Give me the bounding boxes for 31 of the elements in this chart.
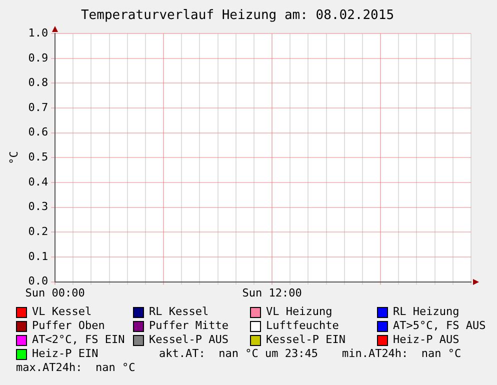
text: akt.AT: nan °C um 23:45 (159, 347, 318, 361)
legend-label: RL Kessel (149, 305, 209, 319)
legend-label: RL Heizung (393, 305, 460, 319)
y-tick-label: 0.2 (28, 225, 48, 238)
y-tick-label: 1.0 (28, 26, 48, 40)
legend-label: Puffer Oben (32, 319, 105, 333)
chart-title: Temperaturverlauf Heizung am: 08.02.2015 (80, 8, 394, 24)
y-tick-label: 0.5 (28, 150, 48, 164)
y-tick-label: 0.7 (28, 100, 48, 114)
legend-label: AT<2°C, FS EIN (32, 333, 125, 347)
y-tick-label: 0.6 (28, 126, 48, 139)
y-tick-label: 0.1 (28, 250, 48, 263)
legend-label: Puffer Mitte (149, 319, 228, 333)
y-tick-label: 0.8 (28, 76, 48, 90)
y-tick-label: 0.0 (28, 274, 48, 288)
y-axis-title: °C (7, 151, 20, 164)
legend-label: Heiz-P EIN (32, 347, 98, 361)
y-tick-label: 0.9 (28, 51, 48, 64)
legend-label: AT>5°C, FS AUS (393, 319, 486, 333)
legend-label: Luftfeuchte (266, 319, 339, 333)
legend-label: VL Heizung (266, 305, 332, 319)
text: min.AT24h: nan °C (342, 347, 462, 361)
legend-label: Kessel-P EIN (266, 333, 346, 347)
x-tick-label: Sun 12:00 (242, 286, 302, 300)
legend-label: Kessel-P AUS (149, 333, 228, 347)
y-tick-label: 0.3 (28, 200, 48, 214)
text: max.AT24h: nan °C (16, 361, 136, 375)
y-tick-label: 0.4 (28, 175, 48, 188)
legend-label: VL Kessel (32, 305, 92, 319)
legend-label: Heiz-P AUS (393, 333, 460, 347)
x-tick-label: Sun 00:00 (25, 286, 85, 300)
